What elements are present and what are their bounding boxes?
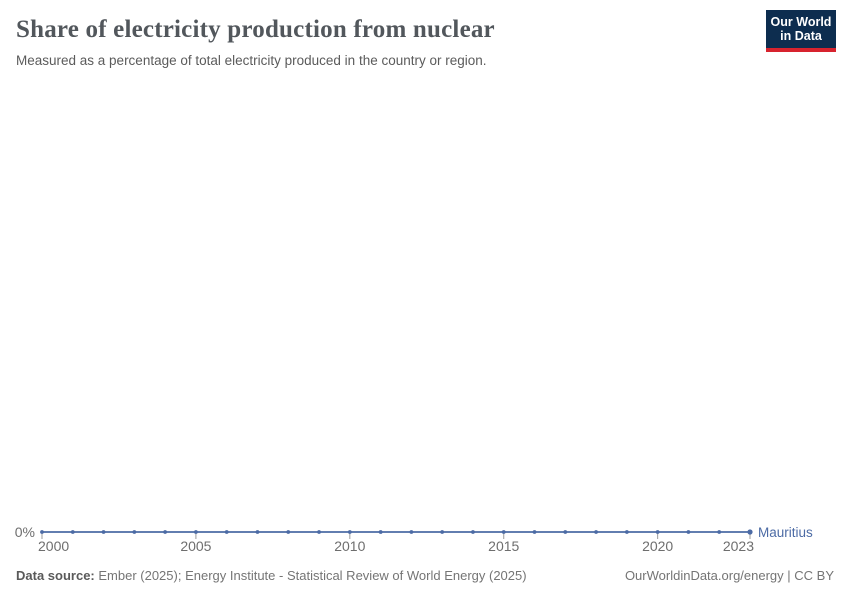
data-point bbox=[347, 530, 352, 534]
license-note: OurWorldinData.org/energy | CC BY bbox=[624, 568, 834, 583]
owid-logo-box: Our World in Data bbox=[766, 10, 836, 48]
data-point bbox=[686, 530, 691, 534]
data-point bbox=[194, 530, 198, 534]
data-point bbox=[471, 530, 475, 534]
series-end-label: Mauritius bbox=[758, 525, 813, 540]
owid-logo-red-bar bbox=[766, 48, 836, 52]
data-point bbox=[501, 530, 506, 534]
x-axis-tick-label: 2010 bbox=[334, 538, 365, 554]
data-point bbox=[40, 530, 44, 534]
data-point bbox=[747, 529, 753, 535]
data-point bbox=[717, 530, 722, 534]
data-point bbox=[224, 530, 229, 534]
data-point bbox=[532, 530, 537, 534]
x-axis-tick-label: 2000 bbox=[38, 538, 69, 554]
x-axis-tick-label: 2020 bbox=[642, 538, 673, 554]
data-point bbox=[101, 530, 106, 534]
data-point bbox=[286, 530, 291, 534]
data-point bbox=[440, 530, 445, 534]
data-point bbox=[132, 530, 137, 534]
data-source-label: Data source: bbox=[16, 568, 95, 583]
chart-footer: Data source: Ember (2025); Energy Instit… bbox=[16, 568, 834, 583]
data-point bbox=[409, 530, 414, 534]
data-point bbox=[317, 530, 321, 534]
data-source-note: Data source: Ember (2025); Energy Instit… bbox=[16, 568, 527, 583]
data-point bbox=[70, 530, 75, 534]
data-point bbox=[563, 530, 568, 534]
owid-logo-text-line2: in Data bbox=[780, 29, 822, 43]
chart-title: Share of electricity production from nuc… bbox=[16, 16, 495, 43]
data-point bbox=[163, 530, 168, 534]
owid-logo: Our World in Data bbox=[766, 10, 836, 52]
x-axis-tick-label: 2023 bbox=[723, 538, 754, 554]
data-point bbox=[624, 530, 629, 534]
data-point bbox=[655, 530, 660, 534]
data-point bbox=[594, 530, 598, 534]
data-point bbox=[255, 530, 260, 534]
chart-subtitle: Measured as a percentage of total electr… bbox=[16, 53, 487, 68]
x-axis-tick-label: 2005 bbox=[180, 538, 211, 554]
y-axis-tick-label: 0% bbox=[15, 524, 35, 540]
data-source-text: Ember (2025); Energy Institute - Statist… bbox=[94, 568, 527, 583]
owid-logo-text-line1: Our World bbox=[770, 15, 832, 29]
x-axis-tick-label: 2015 bbox=[488, 538, 519, 554]
data-point bbox=[378, 530, 383, 534]
